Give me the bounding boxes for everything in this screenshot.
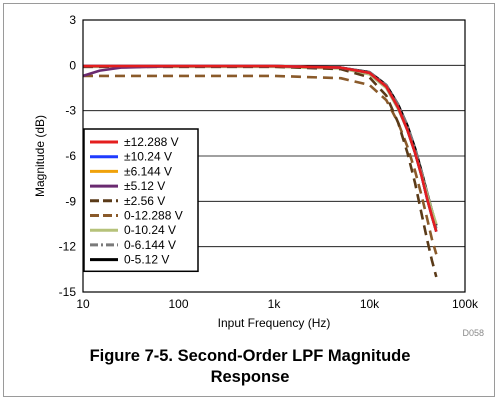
figure-id: D058: [462, 328, 484, 338]
legend-label: 0-6.144 V: [124, 238, 176, 252]
legend-label: ±12.288 V: [124, 135, 179, 149]
y-tick-label: -6: [65, 149, 76, 163]
y-tick-label: -15: [59, 285, 77, 299]
legend-label: ±2.56 V: [124, 194, 165, 208]
y-tick-label: 0: [69, 58, 76, 72]
series-line: [83, 64, 438, 232]
x-tick-label: 100: [168, 297, 188, 311]
legend-label: ±5.12 V: [124, 179, 165, 193]
x-tick-label: 10k: [360, 297, 380, 311]
series-layer: [82, 64, 438, 278]
x-tick-label: 1k: [268, 297, 282, 311]
series-line: [83, 74, 438, 255]
y-tick-label: 3: [69, 13, 76, 27]
caption-line-2: Response: [210, 368, 290, 386]
legend-label: 0-12.288 V: [124, 209, 183, 223]
y-tick-label: -9: [65, 194, 76, 208]
legend-label: ±10.24 V: [124, 150, 172, 164]
legend: ±12.288 V±10.24 V±6.144 V±5.12 V±2.56 V0…: [83, 128, 199, 273]
x-tick-label: 10: [76, 297, 90, 311]
plot-border: [82, 19, 466, 293]
legend-label: ±6.144 V: [124, 164, 172, 178]
figure-caption: Figure 7-5. Second-Order LPF Magnitude R…: [0, 346, 500, 388]
x-axis-label: Input Frequency (Hz): [218, 316, 331, 330]
legend-label: 0-10.24 V: [124, 223, 176, 237]
legend-label: 0-5.12 V: [124, 253, 169, 267]
caption-line-1: Figure 7-5. Second-Order LPF Magnitude: [89, 347, 411, 365]
y-tick-label: -12: [59, 240, 77, 254]
series-line: [83, 65, 438, 278]
y-axis-label: Magnitude (dB): [33, 115, 47, 197]
x-tick-label: 100k: [452, 297, 479, 311]
y-tick-label: -3: [65, 104, 76, 118]
